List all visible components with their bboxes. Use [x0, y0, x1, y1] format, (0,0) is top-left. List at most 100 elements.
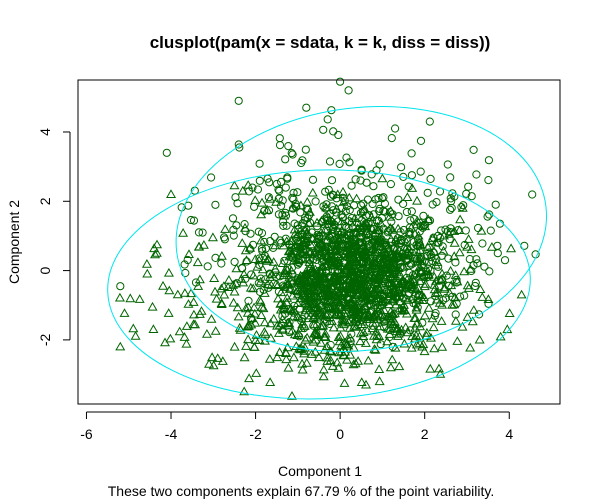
data-point-triangle	[232, 302, 243, 312]
data-point-triangle	[438, 245, 449, 255]
data-point-triangle	[434, 297, 445, 307]
data-point-triangle	[316, 216, 327, 225]
data-point-circle	[484, 176, 493, 185]
data-point-circle	[432, 198, 441, 207]
data-point-circle	[306, 269, 315, 278]
data-point-triangle	[357, 303, 368, 313]
data-point-circle	[475, 310, 484, 319]
data-point-circle	[322, 200, 331, 209]
data-point-circle	[336, 77, 345, 86]
data-point-circle	[368, 199, 377, 209]
data-point-circle	[289, 188, 298, 197]
data-point-triangle	[411, 252, 422, 262]
data-point-triangle	[277, 258, 288, 267]
data-point-triangle	[345, 332, 356, 342]
data-point-circle	[425, 117, 434, 126]
data-point-triangle	[362, 310, 373, 320]
data-point-triangle	[452, 336, 463, 345]
data-point-triangle	[303, 274, 314, 284]
data-point-triangle	[415, 239, 426, 249]
data-point-triangle	[339, 287, 350, 297]
data-point-circle	[275, 186, 284, 196]
data-point-circle	[338, 239, 347, 248]
data-point-triangle	[463, 234, 474, 243]
data-point-circle	[373, 235, 382, 244]
data-point-triangle	[270, 240, 281, 250]
data-point-circle	[242, 257, 251, 266]
data-point-triangle	[264, 272, 275, 281]
data-point-circle	[250, 202, 259, 211]
data-point-triangle	[271, 196, 282, 206]
data-point-triangle	[217, 356, 228, 365]
data-point-triangle	[254, 295, 265, 304]
data-point-triangle	[245, 282, 256, 292]
data-point-triangle	[457, 321, 468, 331]
data-point-triangle	[353, 301, 364, 311]
data-point-triangle	[348, 272, 359, 282]
data-point-triangle	[361, 379, 372, 389]
data-point-triangle	[305, 247, 316, 256]
data-point-triangle	[282, 342, 293, 352]
data-point-triangle	[402, 192, 413, 201]
data-point-circle	[264, 206, 274, 215]
data-point-triangle	[351, 321, 362, 331]
data-point-circle	[360, 268, 369, 277]
data-point-triangle	[259, 317, 270, 327]
data-point-triangle	[297, 285, 308, 295]
data-point-triangle	[385, 222, 396, 232]
data-point-triangle	[289, 329, 300, 339]
data-point-circle	[528, 190, 537, 199]
data-point-triangle	[322, 352, 333, 362]
data-point-triangle	[344, 260, 355, 270]
data-point-triangle	[372, 305, 383, 315]
data-point-circle	[395, 285, 404, 294]
data-point-triangle	[399, 338, 410, 348]
data-point-triangle	[328, 273, 339, 282]
data-point-triangle	[317, 271, 328, 281]
data-point-triangle	[302, 332, 313, 342]
data-point-triangle	[324, 229, 335, 239]
data-point-triangle	[166, 189, 177, 198]
data-point-triangle	[273, 293, 284, 303]
data-point-triangle	[358, 280, 369, 290]
data-point-circle	[380, 199, 389, 208]
data-point-circle	[253, 185, 262, 194]
data-point-circle	[474, 223, 483, 233]
data-point-circle	[203, 262, 212, 271]
data-point-triangle	[347, 307, 358, 317]
data-point-triangle	[362, 285, 373, 294]
data-point-triangle	[366, 269, 377, 279]
data-point-circle	[325, 157, 335, 166]
data-point-circle	[425, 248, 434, 257]
data-point-circle	[390, 243, 399, 252]
data-point-triangle	[476, 225, 487, 235]
data-point-triangle	[262, 279, 273, 289]
data-point-circle	[423, 188, 432, 197]
data-point-triangle	[449, 292, 460, 302]
data-point-triangle	[216, 298, 227, 307]
data-point-triangle	[331, 257, 342, 266]
data-point-circle	[344, 86, 353, 95]
data-point-circle	[309, 300, 318, 309]
data-point-circle	[407, 207, 416, 216]
data-point-triangle	[437, 268, 448, 278]
data-point-triangle	[306, 349, 317, 358]
data-point-triangle	[338, 349, 349, 359]
data-point-triangle	[204, 358, 215, 368]
data-point-circle	[359, 279, 368, 288]
data-point-triangle	[152, 239, 163, 249]
data-point-circle	[302, 103, 311, 112]
data-point-triangle	[283, 317, 294, 327]
data-point-triangle	[400, 322, 411, 332]
data-point-circle	[342, 202, 351, 211]
data-point-circle	[275, 141, 285, 150]
data-point-triangle	[381, 262, 392, 271]
data-point-circle	[338, 193, 347, 202]
data-point-circle	[337, 228, 347, 237]
data-point-circle	[356, 176, 365, 185]
data-point-triangle	[311, 243, 322, 252]
data-point-triangle	[183, 299, 194, 308]
data-point-triangle	[477, 292, 488, 301]
data-point-circle	[246, 229, 255, 238]
